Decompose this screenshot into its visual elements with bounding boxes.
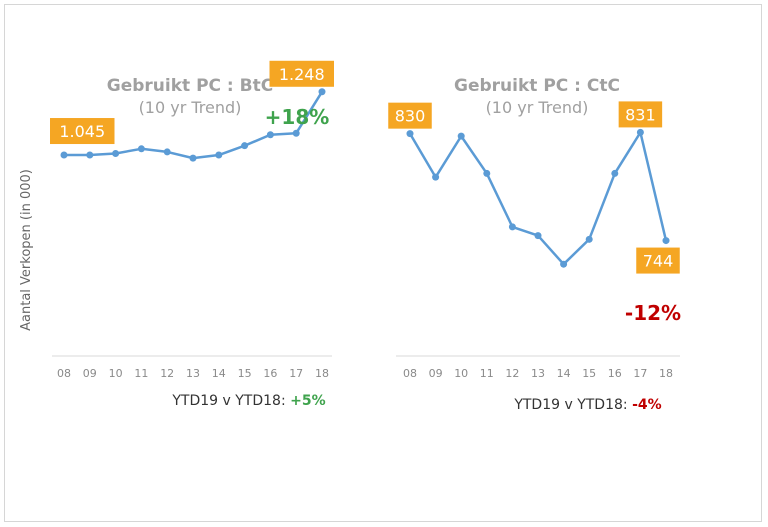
chart-ctc-data-label-18: 744 <box>636 247 680 274</box>
chart-btc-x-tick-11: 11 <box>134 367 148 380</box>
chart-ctc-data-label-box-08 <box>388 102 432 129</box>
chart-btc-x-tick-09: 09 <box>83 367 97 380</box>
chart-btc-point-08 <box>60 151 68 159</box>
chart-btc-point-17 <box>292 129 300 137</box>
chart-ctc-ytd-value: -4% <box>632 397 662 413</box>
chart-ctc-data-label-08: 830 <box>388 102 432 129</box>
chart-btc-ytd-label: YTD19 v YTD18: <box>171 393 285 409</box>
chart-ctc-x-tick-13: 13 <box>531 367 545 380</box>
chart-btc: Gebruikt PC : BtC (10 yr Trend) 08 09 10 11… <box>50 60 334 409</box>
chart-ctc-x-tick-15: 15 <box>582 367 596 380</box>
chart-ctc-data-label-text-17: 831 <box>625 105 656 124</box>
chart-ctc-point-09 <box>432 173 440 181</box>
chart-ctc-point-18 <box>662 237 670 245</box>
chart-ctc-x-tick-08: 08 <box>403 367 417 380</box>
chart-btc-x-tick-14: 14 <box>212 367 226 380</box>
chart-btc-points <box>60 88 326 162</box>
chart-btc-x-tick-13: 13 <box>186 367 200 380</box>
chart-btc-point-12 <box>163 148 171 156</box>
chart-btc-data-label-box-18 <box>269 60 334 87</box>
chart-ctc-data-label-text-18: 744 <box>643 252 674 271</box>
chart-ctc-data-label-17: 831 <box>618 101 663 128</box>
chart-ctc-ytd: YTD19 v YTD18: -4% <box>513 397 661 413</box>
chart-btc-ytd-value: +5% <box>290 393 326 409</box>
chart-ctc-series-line <box>408 131 668 266</box>
chart-ctc-change: -12% <box>625 301 681 325</box>
chart-btc-data-label-18: 1.248 <box>269 60 334 87</box>
chart-ctc-x-tick-10: 10 <box>454 367 468 380</box>
chart-btc-data-labels: 1.045 1.248 <box>50 60 334 145</box>
chart-btc-x-tick-18: 18 <box>315 367 329 380</box>
chart-ctc-data-label-box-17 <box>618 101 663 128</box>
chart-ctc-point-17 <box>636 128 644 136</box>
chart-ctc-point-14 <box>560 260 568 268</box>
chart-ctc-x-tick-14: 14 <box>557 367 571 380</box>
chart-ctc-point-08 <box>406 130 414 138</box>
chart-btc-subtitle: (10 yr Trend) <box>139 98 242 117</box>
chart-ctc-ytd-label: YTD19 v YTD18: <box>513 397 627 413</box>
chart-ctc-x-tick-17: 17 <box>633 367 647 380</box>
chart-btc-data-label-text-08: 1.045 <box>59 122 105 141</box>
chart-btc-x-tick-17: 17 <box>289 367 303 380</box>
chart-btc-data-label-box-08 <box>50 118 115 145</box>
chart-ctc-x-tick-16: 16 <box>608 367 622 380</box>
chart-ctc-point-15 <box>585 235 593 243</box>
chart-ctc-title: Gebruikt PC : CtC <box>454 76 620 96</box>
chart-ctc-x-tick-18: 18 <box>659 367 673 380</box>
chart-btc-point-11 <box>137 145 145 153</box>
chart-btc-x-tick-12: 12 <box>160 367 174 380</box>
chart-ctc-point-11 <box>483 169 491 177</box>
chart-btc-ytd: YTD19 v YTD18: +5% <box>171 393 325 409</box>
chart-btc-point-16 <box>266 131 274 139</box>
chart-btc-point-13 <box>189 154 197 162</box>
chart-ctc-x-ticks: 08 09 10 11 12 13 14 15 16 17 18 <box>403 367 673 380</box>
chart-ctc-x-tick-09: 09 <box>429 367 443 380</box>
chart-frame <box>4 4 762 522</box>
chart-btc-change: +18% <box>265 105 330 129</box>
chart-ctc-point-10 <box>457 132 465 140</box>
chart-ctc-data-labels: 830 831 744 <box>388 101 680 274</box>
chart-btc-x-tick-08: 08 <box>57 367 71 380</box>
chart-btc-point-09 <box>86 151 94 159</box>
chart-btc-x-tick-16: 16 <box>263 367 277 380</box>
chart-ctc-point-13 <box>534 232 542 240</box>
chart-btc-point-18 <box>318 88 326 96</box>
chart-btc-point-10 <box>112 149 120 157</box>
chart-btc-title: Gebruikt PC : BtC <box>107 76 273 96</box>
chart-ctc-subtitle: (10 yr Trend) <box>486 98 589 117</box>
y-axis-label: Aantal Verkopen (in 000) <box>19 169 34 331</box>
chart-btc-point-15 <box>241 142 249 150</box>
chart-btc-data-label-08: 1.045 <box>50 118 115 145</box>
chart-ctc-data-label-text-08: 830 <box>395 107 426 126</box>
chart-btc-x-tick-10: 10 <box>109 367 123 380</box>
chart-ctc-x-tick-12: 12 <box>505 367 519 380</box>
chart-btc-x-tick-15: 15 <box>238 367 252 380</box>
chart-ctc: Gebruikt PC : CtC (10 yr Trend) 08 09 10 11… <box>388 76 681 413</box>
chart-ctc-point-16 <box>611 169 619 177</box>
chart-ctc-data-label-box-18 <box>636 247 680 274</box>
chart-btc-data-label-text-18: 1.248 <box>279 65 325 84</box>
chart-ctc-x-tick-11: 11 <box>480 367 494 380</box>
chart-ctc-point-12 <box>508 223 516 231</box>
chart-ctc-points <box>406 128 670 268</box>
chart-btc-x-ticks: 08 09 10 11 12 13 14 15 16 17 18 <box>57 367 329 380</box>
chart-btc-point-14 <box>215 151 223 159</box>
